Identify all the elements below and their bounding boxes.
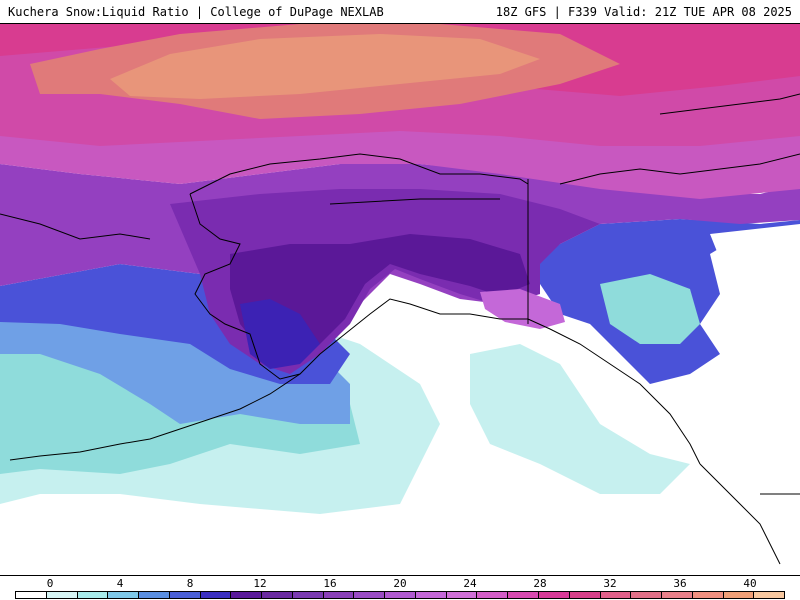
colorbar-tick-0: 0 [46, 577, 54, 590]
colorbar-swatch [169, 592, 201, 598]
colorbar-tick-24: 24 [463, 577, 477, 590]
snow-ratio-field [0, 24, 800, 575]
field-indigo [240, 299, 320, 369]
colorbar-swatch [77, 592, 109, 598]
forecast-map [0, 24, 800, 576]
colorbar-swatch [569, 592, 601, 598]
colorbar-legend: 0 4 8 12 16 20 24 28 32 36 40 [0, 576, 800, 600]
colorbar-swatches [15, 591, 785, 599]
colorbar-swatch [446, 592, 478, 598]
colorbar-tick-12: 12 [253, 577, 267, 590]
colorbar-swatch [415, 592, 447, 598]
colorbar-swatch [108, 592, 140, 598]
field-pink-purple [0, 129, 800, 199]
colorbar-swatch [477, 592, 509, 598]
field-teal-east [470, 344, 690, 494]
title-bar: Kuchera Snow:Liquid Ratio | College of D… [0, 0, 800, 24]
canada-west-coast [699, 463, 781, 565]
colorbar-tick-40: 40 [743, 577, 757, 590]
russia-coast [0, 213, 151, 240]
colorbar-swatch [662, 592, 693, 598]
colorbar-tick-28: 28 [533, 577, 547, 590]
alaska-west-coast [189, 193, 528, 380]
model-run-info: 18Z GFS | F339 Valid: 21Z TUE APR 08 202… [495, 5, 792, 19]
colorbar-swatch [754, 592, 785, 598]
colorbar-swatch [262, 592, 293, 598]
product-title: Kuchera Snow:Liquid Ratio | College of D… [8, 5, 384, 19]
colorbar-swatch [46, 592, 78, 598]
colorbar-swatch [200, 592, 232, 598]
colorbar-swatch [139, 592, 170, 598]
colorbar-tick-4: 4 [116, 577, 124, 590]
colorbar-swatch [354, 592, 386, 598]
colorbar-tick-32: 32 [603, 577, 617, 590]
colorbar-swatch [539, 592, 570, 598]
arctic-islands-2 [659, 93, 800, 115]
coastlines [0, 93, 800, 565]
alaska-coast [189, 153, 701, 465]
alaska-peninsula [9, 373, 301, 461]
field-white-east [700, 224, 800, 504]
colorbar-swatch [323, 592, 355, 598]
colorbar-swatch [692, 592, 724, 598]
colorbar-tick-20: 20 [393, 577, 407, 590]
colorbar-tick-36: 36 [673, 577, 687, 590]
colorbar-swatch [508, 592, 540, 598]
arctic-islands [559, 153, 800, 185]
colorbar-swatch [16, 592, 47, 598]
colorbar-tick-8: 8 [186, 577, 194, 590]
colorbar-tick-16: 16 [323, 577, 337, 590]
colorbar-swatch [600, 592, 632, 598]
field-teal-east-patch [600, 274, 700, 344]
colorbar-swatch [631, 592, 663, 598]
field-peach [110, 34, 540, 99]
interior-boundary [329, 198, 500, 205]
colorbar-swatch [723, 592, 755, 598]
colorbar-swatch [231, 592, 263, 598]
colorbar-swatch [292, 592, 324, 598]
colorbar-swatch [385, 592, 416, 598]
